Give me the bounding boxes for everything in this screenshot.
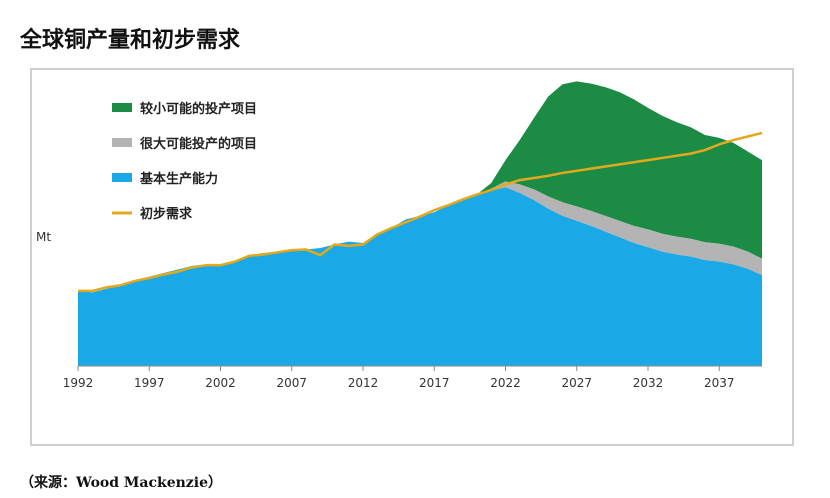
x-tick-label: 1992 — [63, 376, 94, 390]
x-tick-label: 2032 — [633, 376, 664, 390]
legend-item-probable-swatch — [112, 103, 132, 112]
legend-item-probable-label: 较小可能的投产项目 — [140, 101, 257, 117]
x-tick-label: 2002 — [205, 376, 236, 390]
legend-item-demand-label: 初步需求 — [140, 206, 193, 222]
legend-item-base-swatch — [112, 173, 132, 182]
legend-item-possible-label: 很大可能投产的项目 — [140, 136, 257, 152]
legend-item-base-label: 基本生产能力 — [139, 171, 218, 187]
probable-projects-area — [78, 81, 762, 293]
y-axis-label: Mt — [36, 230, 51, 244]
x-tick-label: 2027 — [561, 376, 592, 390]
demand-series-line — [78, 131, 763, 293]
legend-item-possible-swatch — [112, 138, 132, 147]
x-tick-label: 1997 — [134, 376, 165, 390]
possible-projects-area — [78, 181, 762, 293]
x-tick-label: 2022 — [490, 376, 521, 390]
x-tick-label: 2007 — [276, 376, 307, 390]
page-title: 全球铜产量和初步需求 — [20, 27, 241, 53]
x-tick-label: 2012 — [348, 376, 379, 390]
x-tick-label: 2017 — [419, 376, 450, 390]
base-capacity-area — [78, 187, 762, 366]
copy-supply-demand-chart: 1992 1997 2002 2007 2012 2017 2022 2027 2032 2037… — [36, 81, 763, 390]
source-note: （来源：Wood Mackenzie） — [20, 475, 222, 491]
x-tick-label: 2037 — [704, 376, 735, 390]
